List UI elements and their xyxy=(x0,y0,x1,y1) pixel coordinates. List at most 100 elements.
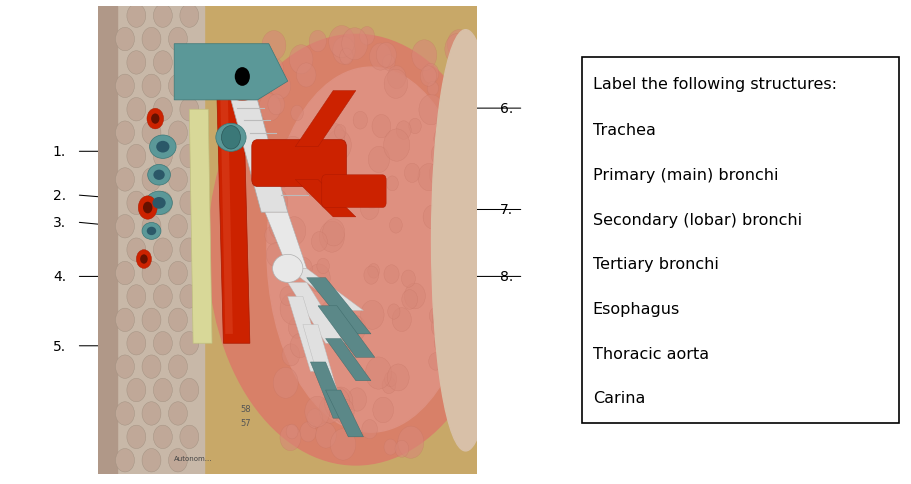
Circle shape xyxy=(404,284,425,309)
Polygon shape xyxy=(302,325,336,390)
Circle shape xyxy=(334,322,358,352)
Circle shape xyxy=(127,378,146,402)
Polygon shape xyxy=(325,390,363,437)
Circle shape xyxy=(300,137,315,157)
Circle shape xyxy=(127,425,146,449)
Circle shape xyxy=(441,175,457,195)
Polygon shape xyxy=(295,180,355,217)
Text: 8.: 8. xyxy=(499,270,513,284)
Circle shape xyxy=(153,192,172,215)
Circle shape xyxy=(365,357,391,389)
Circle shape xyxy=(426,82,438,96)
FancyBboxPatch shape xyxy=(322,175,385,208)
Circle shape xyxy=(279,233,297,256)
Circle shape xyxy=(330,321,350,345)
Circle shape xyxy=(330,429,355,460)
Circle shape xyxy=(269,215,289,240)
Circle shape xyxy=(387,364,409,391)
Circle shape xyxy=(179,425,199,449)
Circle shape xyxy=(435,110,456,136)
Circle shape xyxy=(153,98,172,121)
Circle shape xyxy=(169,262,188,285)
Polygon shape xyxy=(189,110,211,344)
Circle shape xyxy=(429,307,443,325)
Polygon shape xyxy=(230,101,288,213)
Circle shape xyxy=(116,308,134,332)
Circle shape xyxy=(428,353,443,370)
Circle shape xyxy=(234,68,250,87)
Text: 57: 57 xyxy=(241,418,251,427)
Circle shape xyxy=(384,265,399,284)
Circle shape xyxy=(306,142,321,161)
Circle shape xyxy=(169,402,188,425)
Circle shape xyxy=(169,355,188,378)
Circle shape xyxy=(288,318,305,339)
Circle shape xyxy=(116,75,134,98)
Circle shape xyxy=(142,215,160,239)
Circle shape xyxy=(368,147,389,173)
Circle shape xyxy=(280,425,301,451)
Circle shape xyxy=(307,264,330,292)
Circle shape xyxy=(153,5,172,28)
Text: Thoracic aorta: Thoracic aorta xyxy=(592,346,708,361)
Polygon shape xyxy=(265,213,306,269)
Circle shape xyxy=(281,137,304,165)
Circle shape xyxy=(408,119,421,135)
Polygon shape xyxy=(318,306,374,358)
Circle shape xyxy=(319,222,344,253)
Circle shape xyxy=(326,130,351,161)
Circle shape xyxy=(384,439,396,455)
Circle shape xyxy=(127,332,146,355)
Polygon shape xyxy=(306,278,371,334)
Circle shape xyxy=(179,52,199,75)
Circle shape xyxy=(229,61,255,94)
Circle shape xyxy=(264,227,280,245)
Circle shape xyxy=(142,168,160,192)
Ellipse shape xyxy=(267,68,475,432)
Circle shape xyxy=(286,424,298,439)
Polygon shape xyxy=(216,54,250,344)
Circle shape xyxy=(282,217,305,246)
Circle shape xyxy=(291,106,303,121)
Circle shape xyxy=(315,423,336,448)
Circle shape xyxy=(179,285,199,308)
Circle shape xyxy=(304,396,330,427)
Text: 58: 58 xyxy=(241,404,251,413)
Ellipse shape xyxy=(152,197,166,209)
Circle shape xyxy=(116,121,134,145)
Circle shape xyxy=(270,74,291,100)
Circle shape xyxy=(300,422,316,442)
Ellipse shape xyxy=(208,35,503,465)
Circle shape xyxy=(365,195,377,210)
Circle shape xyxy=(259,94,281,122)
Circle shape xyxy=(127,52,146,75)
Circle shape xyxy=(395,121,411,140)
Ellipse shape xyxy=(149,136,176,159)
Circle shape xyxy=(394,440,408,457)
Ellipse shape xyxy=(216,124,246,152)
Circle shape xyxy=(384,372,396,387)
Circle shape xyxy=(169,28,188,52)
Circle shape xyxy=(179,5,199,28)
Circle shape xyxy=(353,112,367,130)
Circle shape xyxy=(459,118,474,135)
Circle shape xyxy=(445,34,469,65)
Circle shape xyxy=(363,266,378,285)
Text: Tertiary bronchi: Tertiary bronchi xyxy=(592,257,718,272)
Circle shape xyxy=(442,224,461,248)
Circle shape xyxy=(334,176,353,199)
Circle shape xyxy=(169,215,188,239)
Circle shape xyxy=(268,95,284,116)
Circle shape xyxy=(179,332,199,355)
Circle shape xyxy=(384,70,407,99)
Circle shape xyxy=(450,129,470,153)
Circle shape xyxy=(268,60,283,78)
Circle shape xyxy=(142,449,160,472)
Text: Trachea: Trachea xyxy=(592,123,655,138)
Circle shape xyxy=(294,258,312,279)
Circle shape xyxy=(422,64,438,84)
Circle shape xyxy=(151,114,159,124)
Circle shape xyxy=(382,56,394,71)
Circle shape xyxy=(431,317,448,338)
Circle shape xyxy=(320,196,332,210)
